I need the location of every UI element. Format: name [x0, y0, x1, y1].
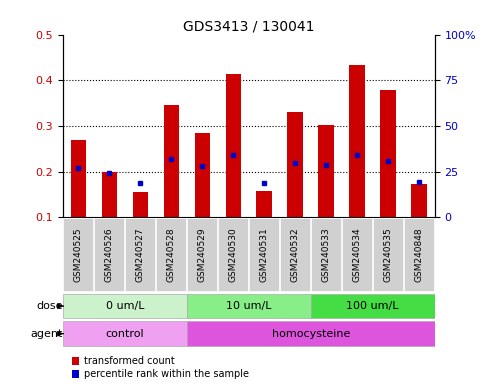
Bar [373, 218, 403, 291]
Text: GSM240848: GSM240848 [415, 227, 424, 282]
Text: GSM240535: GSM240535 [384, 227, 393, 282]
Bar [256, 191, 272, 217]
Bar [187, 294, 311, 318]
Bar [63, 321, 187, 346]
Text: GSM240530: GSM240530 [229, 227, 238, 282]
Bar [342, 218, 372, 291]
Bar [164, 105, 179, 217]
Text: GSM240528: GSM240528 [167, 227, 176, 282]
Bar [63, 218, 93, 291]
Bar [101, 172, 117, 217]
Bar [312, 218, 341, 291]
Bar [126, 218, 155, 291]
Bar [350, 65, 365, 217]
Text: GSM240534: GSM240534 [353, 227, 362, 282]
Bar [187, 321, 435, 346]
Bar [280, 218, 310, 291]
Legend: transformed count, percentile rank within the sample: transformed count, percentile rank withi… [68, 353, 253, 383]
Bar [218, 218, 248, 291]
Text: GSM240527: GSM240527 [136, 227, 145, 282]
Bar [195, 133, 210, 217]
Bar [156, 218, 186, 291]
Text: GSM240533: GSM240533 [322, 227, 331, 282]
Text: dose: dose [36, 301, 63, 311]
Text: homocysteine: homocysteine [271, 329, 350, 339]
Bar [187, 218, 217, 291]
Bar [94, 218, 124, 291]
Bar [71, 140, 86, 217]
Bar [404, 218, 434, 291]
Bar [381, 90, 396, 217]
Bar [311, 294, 435, 318]
Text: 0 um/L: 0 um/L [105, 301, 144, 311]
Title: GDS3413 / 130041: GDS3413 / 130041 [183, 20, 314, 33]
Text: 10 um/L: 10 um/L [226, 301, 271, 311]
Text: 100 um/L: 100 um/L [346, 301, 399, 311]
Text: GSM240531: GSM240531 [260, 227, 269, 282]
Bar [226, 74, 241, 217]
Bar [63, 294, 187, 318]
Text: GSM240525: GSM240525 [74, 227, 83, 282]
Text: control: control [105, 329, 144, 339]
Text: GSM240532: GSM240532 [291, 227, 300, 282]
Text: GSM240526: GSM240526 [105, 227, 114, 282]
Text: GSM240529: GSM240529 [198, 227, 207, 282]
Bar [412, 184, 427, 217]
Bar [318, 125, 334, 217]
Bar [287, 112, 303, 217]
Text: agent: agent [30, 329, 63, 339]
Bar [132, 192, 148, 217]
Bar [249, 218, 279, 291]
